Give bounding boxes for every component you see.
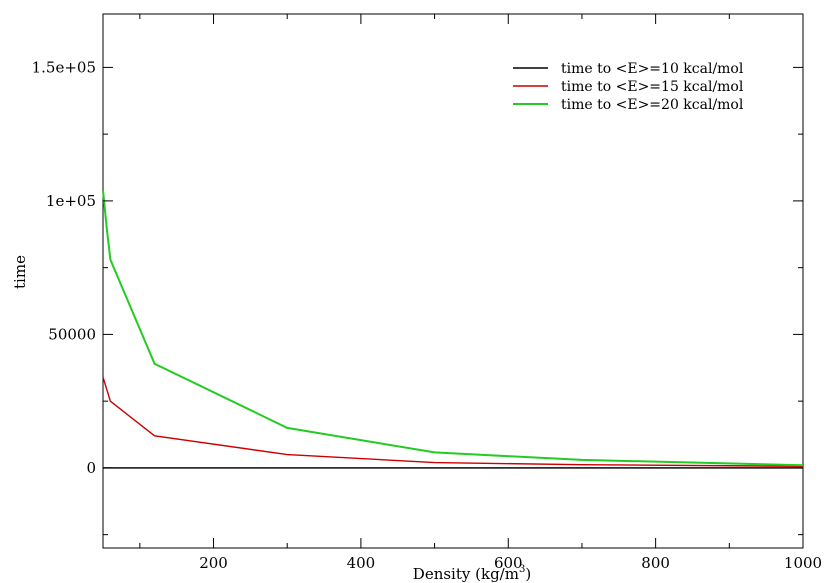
- series-line-3: [102, 190, 804, 467]
- x-axis-label: Density (kg/m3): [413, 564, 531, 583]
- y-tick-label: 50000: [48, 325, 96, 343]
- legend-label-2: time to <E>=15 kcal/mol: [561, 79, 744, 95]
- tick-layer: 200 400 600 800 1000 0 50000 1e+05 1.5e+05: [32, 14, 822, 572]
- x-tick-label: 200: [199, 554, 228, 572]
- x-tick-label: 600: [494, 554, 523, 572]
- x-tick-label: 800: [641, 554, 670, 572]
- y-tick-label: 1e+05: [46, 192, 96, 210]
- legend: time to <E>=10 kcal/mol time to <E>=15 kc…: [513, 61, 744, 113]
- x-tick-label: 1000: [784, 554, 822, 572]
- legend-label-3: time to <E>=20 kcal/mol: [561, 97, 744, 113]
- series-line-2: [102, 376, 804, 467]
- plot-frame: [102, 13, 804, 549]
- y-tick-label: 0: [86, 459, 96, 477]
- series-layer: [102, 190, 804, 469]
- y-axis-label: time: [11, 255, 29, 289]
- y-tick-label: 1.5e+05: [32, 58, 96, 76]
- x-tick-label: 400: [347, 554, 376, 572]
- legend-label-1: time to <E>=10 kcal/mol: [561, 61, 744, 77]
